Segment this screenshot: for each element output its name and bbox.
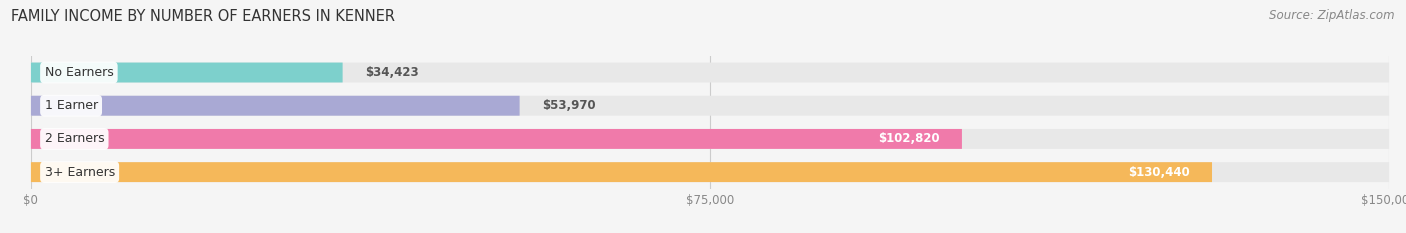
- Text: $53,970: $53,970: [543, 99, 596, 112]
- Text: No Earners: No Earners: [45, 66, 114, 79]
- Text: 3+ Earners: 3+ Earners: [45, 166, 115, 179]
- FancyBboxPatch shape: [31, 129, 1389, 149]
- FancyBboxPatch shape: [31, 162, 1389, 182]
- FancyBboxPatch shape: [31, 62, 1389, 82]
- Text: $102,820: $102,820: [877, 132, 939, 145]
- Text: $34,423: $34,423: [366, 66, 419, 79]
- Text: 2 Earners: 2 Earners: [45, 132, 104, 145]
- Text: Source: ZipAtlas.com: Source: ZipAtlas.com: [1270, 9, 1395, 22]
- FancyBboxPatch shape: [31, 129, 962, 149]
- FancyBboxPatch shape: [31, 162, 1212, 182]
- Text: $130,440: $130,440: [1128, 166, 1189, 179]
- Text: 1 Earner: 1 Earner: [45, 99, 97, 112]
- FancyBboxPatch shape: [31, 96, 1389, 116]
- Text: FAMILY INCOME BY NUMBER OF EARNERS IN KENNER: FAMILY INCOME BY NUMBER OF EARNERS IN KE…: [11, 9, 395, 24]
- FancyBboxPatch shape: [31, 62, 343, 82]
- FancyBboxPatch shape: [31, 96, 520, 116]
